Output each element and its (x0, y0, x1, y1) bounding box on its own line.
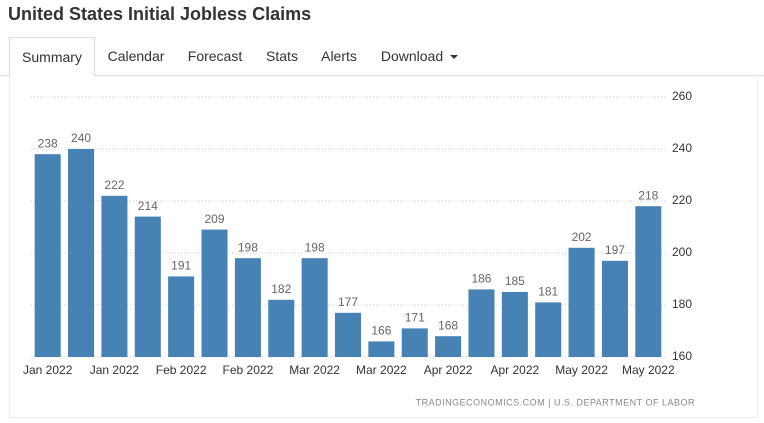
bar (168, 276, 195, 357)
value-label: 177 (338, 295, 358, 309)
bar (468, 289, 495, 357)
tab[interactable]: Download (380, 48, 444, 64)
chart-panel (9, 76, 758, 418)
x-tick-label: Apr 2022 (424, 363, 473, 377)
y-tick-label: 260 (672, 89, 692, 103)
value-label: 171 (405, 311, 425, 325)
tab[interactable]: Calendar (107, 48, 165, 64)
x-tick-label: Jan 2022 (90, 363, 140, 377)
value-label: 238 (38, 136, 58, 150)
value-label: 198 (305, 240, 325, 254)
x-tick-label: May 2022 (555, 363, 608, 377)
tab[interactable]: Summary (9, 37, 95, 77)
value-label: 182 (271, 282, 291, 296)
value-label: 209 (205, 212, 225, 226)
x-tick-label: Feb 2022 (156, 363, 207, 377)
y-tick-label: 240 (672, 141, 692, 155)
x-tick-label: Mar 2022 (356, 363, 407, 377)
value-label: 214 (138, 199, 158, 213)
value-label: 185 (505, 274, 525, 288)
bar (635, 206, 662, 357)
bar (368, 341, 395, 357)
bar (435, 336, 462, 357)
bar (601, 260, 628, 357)
value-label: 191 (171, 259, 191, 273)
x-tick-label: May 2022 (622, 363, 675, 377)
tab-bar: Summary Calendar Forecast Stats Alerts D… (0, 37, 764, 77)
bar (401, 328, 428, 357)
y-tick-label: 160 (672, 349, 692, 363)
bar (301, 258, 328, 357)
value-label: 186 (471, 272, 491, 286)
bar (34, 154, 61, 357)
x-tick-label: Jan 2022 (23, 363, 73, 377)
x-tick-label: Feb 2022 (223, 363, 274, 377)
value-label: 240 (71, 131, 91, 145)
value-label: 198 (238, 240, 258, 254)
bar (134, 216, 161, 357)
y-tick-label: 180 (672, 297, 692, 311)
bar (101, 195, 128, 357)
x-tick-label: Apr 2022 (490, 363, 539, 377)
value-label: 166 (371, 324, 391, 338)
value-label: 197 (605, 243, 625, 257)
value-label: 181 (538, 285, 558, 299)
bar (234, 258, 261, 357)
bar (334, 312, 362, 357)
tab[interactable]: Alerts (321, 48, 357, 64)
value-label: 222 (104, 178, 124, 192)
y-tick-label: 200 (672, 245, 692, 259)
bar (201, 229, 228, 357)
bar (268, 299, 295, 357)
bar (68, 149, 95, 357)
tab[interactable]: Forecast (187, 48, 243, 64)
y-tick-label: 220 (672, 193, 692, 207)
page-title: United States Initial Jobless Claims (8, 4, 312, 24)
x-tick-label: Mar 2022 (289, 363, 340, 377)
bar (535, 302, 562, 357)
bar (568, 247, 595, 357)
value-label: 218 (638, 188, 658, 202)
value-label: 202 (572, 230, 592, 244)
bar (501, 292, 528, 357)
tab[interactable]: Stats (266, 48, 298, 64)
source-note: TRADINGECONOMICS.COM | U.S. DEPARTMENT O… (416, 397, 695, 407)
value-label: 168 (438, 318, 458, 332)
dropdown-caret (450, 55, 458, 59)
